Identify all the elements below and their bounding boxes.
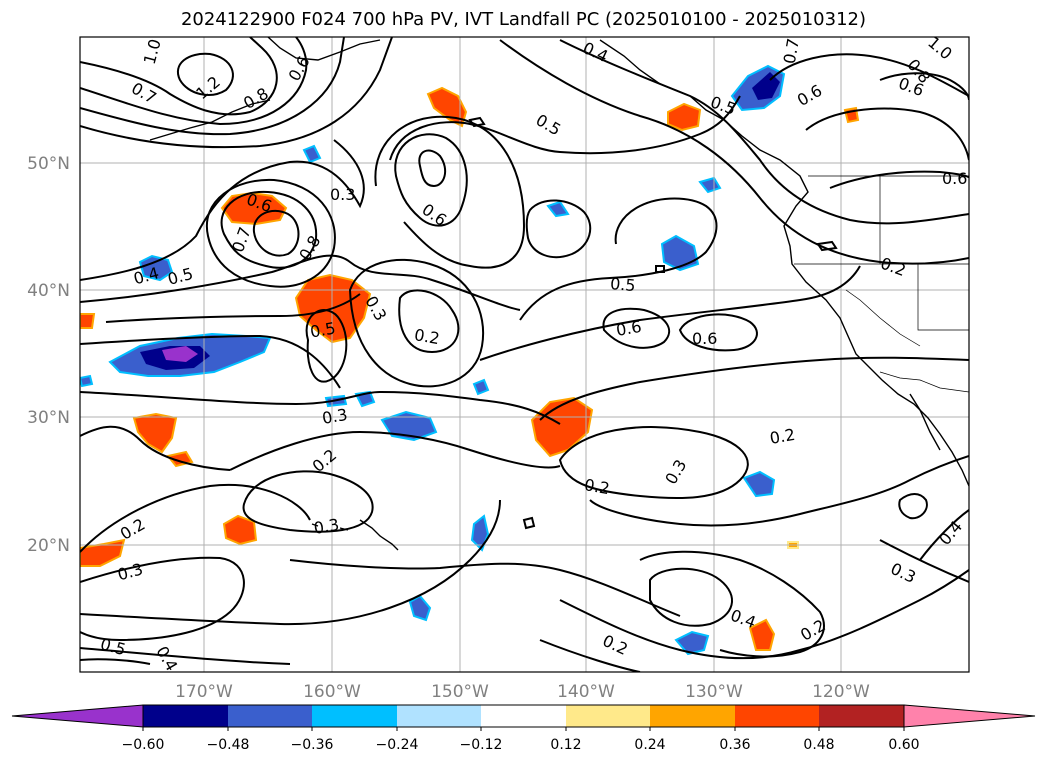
colorbar-swatch	[397, 705, 481, 727]
contour-label: 0.5	[309, 318, 337, 341]
colorbar-tick: 0.60	[888, 737, 919, 753]
positive-patch	[132, 412, 178, 454]
positive-patch	[220, 191, 288, 226]
lon-label: 140°W	[557, 682, 615, 702]
colorbar-tick: 0.36	[719, 737, 750, 753]
lon-label: 120°W	[812, 682, 870, 702]
colorbar-tick: −0.48	[207, 737, 250, 753]
colorbar-swatch	[481, 705, 566, 727]
positive-patch	[80, 313, 96, 329]
contour-label: 0.6	[615, 317, 643, 340]
colorbar-tick: −0.24	[376, 737, 419, 753]
negative-patch	[80, 374, 94, 388]
lon-label: 160°W	[303, 682, 361, 702]
negative-patch	[472, 378, 490, 396]
contour-label: 0.6	[942, 169, 967, 188]
negative-patch	[742, 470, 776, 498]
map-area: 1.0 1.2 0.7 0.8 0.6 0.4 0.7 0.5 0.6 1.0 …	[80, 37, 969, 672]
map-title: 2024122900 F024 700 hPa PV, IVT Landfall…	[180, 9, 867, 30]
lon-label: 150°W	[431, 682, 489, 702]
contour-label: 0.5	[609, 274, 636, 295]
negative-patch	[546, 200, 570, 218]
negative-patch	[698, 176, 722, 194]
positive-patch	[530, 396, 594, 458]
colorbar-tick: −0.36	[291, 737, 334, 753]
colorbar-swatch	[312, 705, 397, 727]
pv-shading	[80, 64, 860, 656]
lat-label: 50°N	[27, 154, 70, 174]
colorbar-swatch	[143, 705, 228, 727]
colorbar-tick: −0.60	[122, 737, 165, 753]
colorbar-swatch	[228, 705, 312, 727]
lat-label: 40°N	[27, 281, 70, 301]
positive-patch	[222, 514, 258, 546]
contour-label: 0.2	[413, 325, 441, 348]
negative-patch	[138, 254, 174, 282]
colorbar-tick: 0.48	[803, 737, 834, 753]
negative-patch	[162, 346, 198, 362]
colorbar-swatch	[650, 705, 735, 727]
colorbar-extend-min	[11, 704, 144, 728]
longitude-labels: 170°W 160°W 150°W 140°W 130°W 120°W	[175, 682, 870, 702]
colorbar-swatch	[735, 705, 819, 727]
contour-label: 0.6	[692, 329, 717, 348]
colorbar-swatch	[566, 705, 650, 727]
contour-label: 0.2	[768, 425, 796, 448]
colorbar-extend-max	[903, 704, 1036, 728]
negative-patch	[660, 234, 700, 272]
positive-patch	[80, 538, 126, 567]
colorbar-tick: −0.12	[460, 737, 503, 753]
contour-label: 0.2	[583, 475, 611, 498]
positive-patch	[667, 102, 702, 132]
contour-label: 0.7	[780, 37, 803, 65]
colorbar-tick: 0.12	[550, 737, 581, 753]
latitude-labels: 50°N 40°N 30°N 20°N	[27, 154, 70, 556]
lon-label: 170°W	[175, 682, 233, 702]
pv-contours	[80, 37, 969, 672]
lat-label: 20°N	[27, 536, 70, 556]
colorbar-swatch	[819, 705, 904, 727]
coastlines	[149, 37, 969, 551]
colorbar: −0.60 −0.48 −0.36 −0.24 −0.12 0.12 0.24 …	[11, 704, 1036, 753]
colorbar-tick: 0.24	[634, 737, 665, 753]
negative-patch	[302, 144, 322, 164]
contour-label: 0.3	[330, 185, 355, 204]
lat-label: 30°N	[27, 408, 70, 428]
map-frame	[79, 36, 970, 673]
lon-label: 130°W	[685, 682, 743, 702]
positive-patch	[748, 618, 776, 651]
contour-label: 0.3	[312, 515, 340, 538]
contour-label: 0.3	[321, 405, 349, 428]
negative-patch	[752, 72, 780, 100]
gridlines	[80, 37, 969, 672]
